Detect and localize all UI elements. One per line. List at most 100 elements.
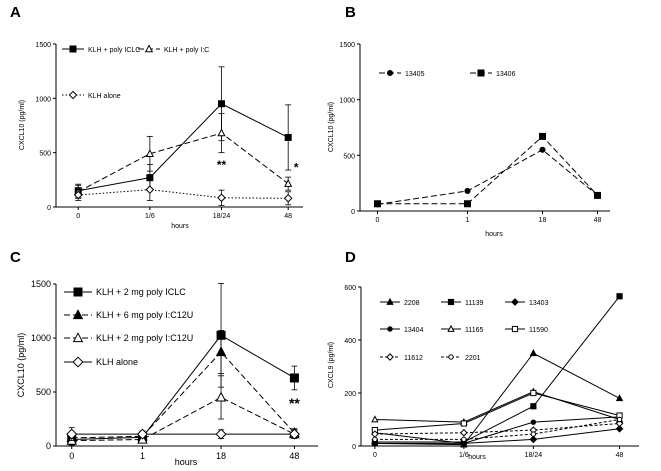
panel-a-series-3-line (78, 189, 289, 199)
panel-b-series-2-point (464, 200, 471, 208)
panel-c-legend-marker (73, 287, 83, 297)
panel-d-series-1-point (529, 349, 538, 357)
panel-d-series-4-point (530, 419, 537, 425)
panel-a-series-1-point (284, 133, 292, 141)
panel-d-y-tick-label: 600 (344, 285, 356, 292)
panel-d-series-3-point (371, 439, 379, 448)
panel-b-legend-marker (386, 69, 394, 77)
panel-d-series-6-line (374, 392, 620, 431)
panel-d-legend-marker (447, 298, 455, 306)
panel-c-series-4-point (66, 428, 78, 440)
panel-a-series-2-line (77, 132, 289, 193)
panel-d-series-5-line (374, 391, 620, 423)
panel-b-series-2-point (374, 200, 381, 208)
panel-a-legend-marker (68, 90, 78, 100)
panel-a-label: A (10, 4, 21, 21)
panel-d-legend-marker (386, 353, 394, 361)
panel-d-series-2-line (374, 295, 620, 443)
panel-a-x-axis-title: hours (171, 223, 189, 230)
panel-c-label: C (10, 249, 21, 266)
panel-c-x-axis-title: hours (175, 457, 198, 467)
panel-d-legend-label: 2201 (465, 355, 481, 362)
panel-c-series-2-point (215, 346, 227, 357)
panel-c-series-3-line (71, 396, 295, 442)
panel-d-legend-marker (386, 297, 394, 305)
panel-d-series-4-line (374, 416, 620, 444)
panel-d-series-8-point (461, 436, 467, 443)
panel-d-x-tick-label: 18/24 (525, 452, 543, 459)
panel-d-label: D (345, 249, 356, 266)
panel-b-x-tick-label: 1 (466, 217, 470, 224)
panel-b-series-2-point (594, 191, 601, 199)
panel-d-y-tick-label: 400 (344, 338, 356, 345)
panel-d-series-6-point (530, 389, 537, 397)
panel-c-significance-marker: ** (289, 395, 300, 411)
panel-c-legend-label: KLH + 6 mg poly I:C12U (96, 310, 193, 320)
panel-a-y-axis-title: CXCL10 (pg/ml) (19, 100, 26, 150)
panel-a-x-tick-label: 18/24 (213, 213, 231, 220)
panel-d-series-5-point (371, 415, 379, 423)
panel-a-series-2-point (284, 178, 293, 187)
panel-a-y-tick-label: 500 (39, 151, 51, 158)
panel-b-y-tick-label: 1000 (339, 98, 355, 105)
panel-d-legend-marker (387, 326, 393, 332)
panel-a-legend-label: KLH alone (88, 93, 121, 100)
panel-a-y-tick-label: 1000 (35, 96, 51, 103)
panel-a-x-tick-label: 0 (76, 213, 80, 220)
panel-a-series-3-point (145, 185, 155, 194)
panel-c-x-tick-label: 1 (140, 451, 145, 461)
panel-d-x-tick-label: 0 (373, 452, 377, 459)
panel-b-legend-label: 13405 (405, 71, 425, 78)
panel-a-y-tick-label: 0 (47, 205, 51, 212)
panel-c-legend-marker (72, 309, 84, 320)
panel-a-legend-marker (69, 45, 77, 53)
panel-d-legend-label: 11139 (465, 300, 484, 307)
panel-b-series-2-point (539, 132, 546, 140)
panel-c-series-2-line (71, 351, 295, 439)
panel-a-legend-label: KLH + poly I:C (164, 47, 209, 54)
panel-d-legend-label: 13404 (404, 327, 424, 334)
panel-a-x-tick-label: 1/6 (145, 213, 155, 220)
panel-c-legend-label: KLH + 2 mg poly I:C12U (96, 333, 193, 343)
panel-c-series-3-point (215, 391, 227, 402)
panel-d-series-1-line (374, 352, 620, 446)
panel-a-significance-marker: * (294, 161, 299, 175)
panel-a-series-1-line (78, 103, 289, 192)
panel-d-x-axis-title: hours (468, 454, 486, 461)
panel-b-y-tick-label: 1500 (339, 42, 355, 49)
panel-c-legend-marker (72, 356, 84, 368)
panel-d-series-2-point (530, 403, 537, 410)
panel-d-series-6-point (460, 420, 467, 427)
panel-c-series-1-point (289, 373, 299, 383)
panel-a-series-2-point (145, 149, 154, 157)
panel-a-significance-marker: ** (217, 158, 227, 172)
panel-d-legend-label: 11165 (465, 327, 484, 334)
panel-d-x-tick-label: 48 (616, 452, 624, 459)
panel-a-series-3-point (73, 190, 83, 200)
panel-a-x-tick-label: 48 (284, 213, 292, 220)
panel-d-y-tick-label: 0 (352, 444, 356, 451)
panel-b-label: B (345, 4, 356, 21)
panel-d-legend-label: 2208 (404, 300, 420, 307)
panel-c-series-1-line (71, 334, 295, 441)
panel-c-x-tick-label: 0 (69, 451, 74, 461)
panel-d-series-8-point (616, 416, 623, 423)
panel-b-legend-label: 13406 (496, 71, 516, 78)
panel-d-series-8-point (372, 436, 378, 443)
panel-d-series-3-line (374, 428, 620, 444)
panel-c-y-tick-label: 1000 (31, 333, 51, 343)
panel-d-series-2-point (616, 293, 623, 300)
panel-b-x-tick-label: 48 (594, 217, 602, 224)
panel-b-series-1-line (377, 149, 598, 205)
panel-a-series-1-point (217, 100, 225, 108)
panel-d-series-3-point (529, 435, 538, 444)
panel-a-legend-label: KLH + poly ICLC (88, 47, 140, 54)
panel-b-y-axis-title: CXCL10 (pg/ml) (328, 102, 335, 152)
panel-d-y-axis-title: CXCL9 (pg/ml) (328, 342, 335, 388)
panel-c-legend-marker (72, 332, 84, 343)
panel-d-legend-label: 11612 (404, 355, 423, 362)
panel-c-x-tick-label: 18 (216, 451, 226, 461)
panel-b-x-tick-label: 0 (376, 217, 380, 224)
panel-c-y-tick-label: 500 (36, 387, 51, 397)
